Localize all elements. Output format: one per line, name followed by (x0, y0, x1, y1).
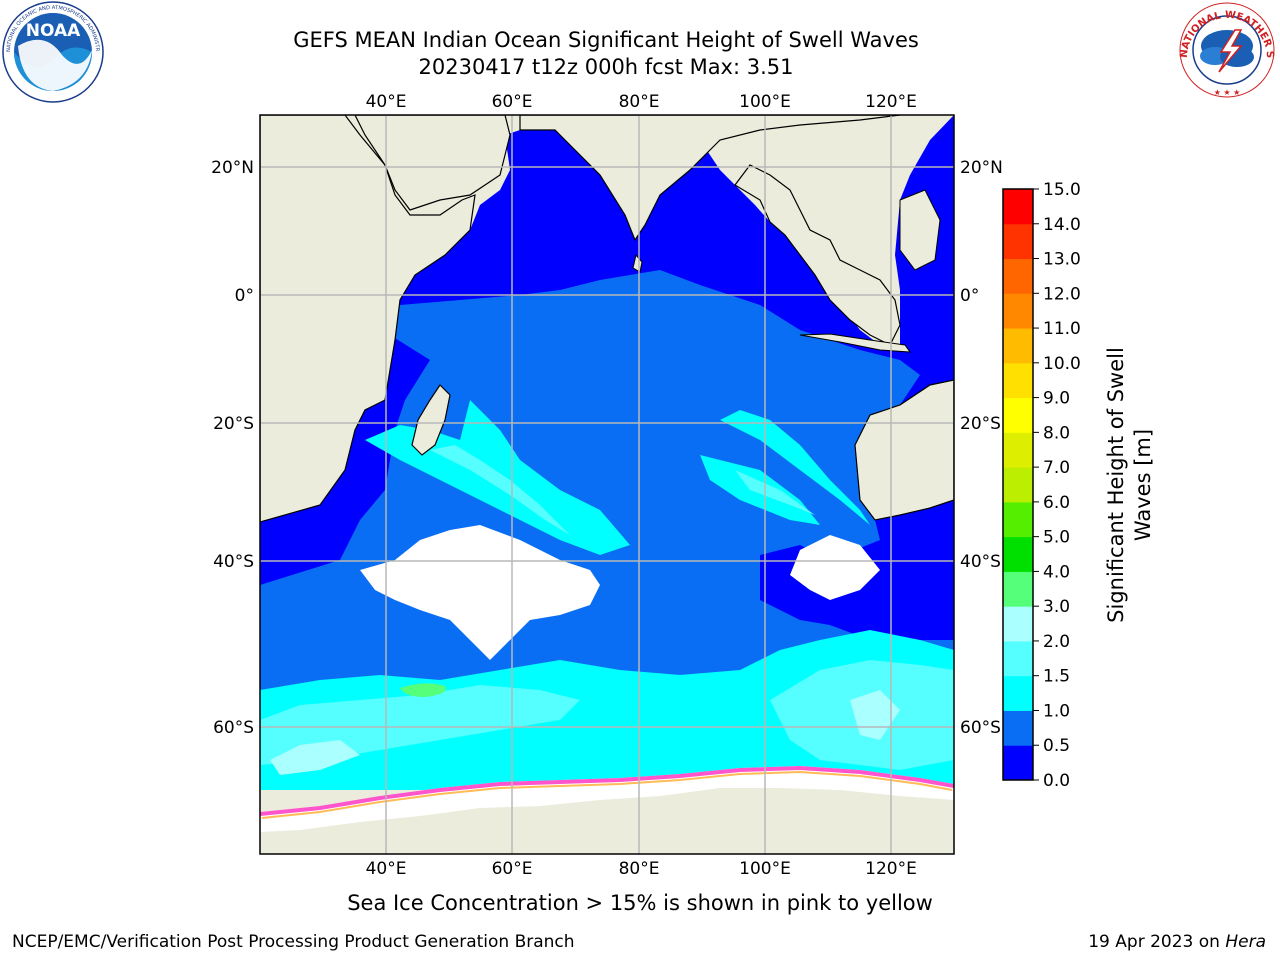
lon-ticks-top: 40°E 60°E 80°E 100°E 120°E (366, 92, 917, 112)
lat-tick: 20°S (960, 414, 1001, 434)
lat-tick: 40°S (213, 552, 254, 572)
map-frame (259, 114, 955, 855)
colorbar-tick-label: 11.0 (1043, 319, 1081, 339)
missing-data-area (360, 525, 600, 660)
max-swell-patch (400, 683, 446, 697)
colorbar-swatch (1003, 293, 1033, 329)
lon-ticks-bottom: 40°E 60°E 80°E 100°E 120°E (366, 859, 917, 879)
lon-tick: 120°E (865, 92, 917, 112)
lon-tick: 80°E (619, 92, 660, 112)
colorbar-tick-label: 13.0 (1043, 250, 1081, 270)
colorbar-swatch (1003, 432, 1033, 468)
colorbar-swatch (1003, 189, 1033, 225)
svg-text:★ ★ ★: ★ ★ ★ (1214, 88, 1241, 97)
colorbar-tick-label: 5.0 (1043, 528, 1070, 548)
colorbar (1002, 188, 1034, 781)
colorbar-tick-label: 8.0 (1043, 423, 1070, 443)
colorbar-swatch (1003, 258, 1033, 294)
madagascar (411, 384, 451, 456)
lon-tick: 60°E (492, 859, 533, 879)
colorbar-tick-label: 14.0 (1043, 215, 1081, 235)
colorbar-tick-label: 4.0 (1043, 562, 1070, 582)
lat-tick: 20°N (211, 158, 254, 178)
colorbar-tick-label: 6.0 (1043, 493, 1070, 513)
lat-tick: 40°S (960, 552, 1001, 572)
lat-tick: 20°N (960, 158, 1003, 178)
lon-tick: 60°E (492, 92, 533, 112)
lon-tick: 80°E (619, 859, 660, 879)
colorbar-tick-label: 3.0 (1043, 597, 1070, 617)
colorbar-tick-label: 0.5 (1043, 736, 1070, 756)
lat-tick: 20°S (213, 414, 254, 434)
host-name: Hera (1225, 932, 1266, 952)
colorbar-frame (1002, 188, 1034, 781)
nws-logo: NATIONAL WEATHER SERVICE ★ ★ ★ (1175, 0, 1275, 98)
colorbar-title-line1: Significant Height of Swell (1104, 347, 1128, 623)
colorbar-tick-label: 1.5 (1043, 667, 1070, 687)
lat-ticks-left: 20°N 0° 20°S 40°S 60°S (211, 158, 254, 738)
india (519, 115, 901, 242)
date: 19 Apr 2023 on (1088, 932, 1220, 952)
gridlines (260, 115, 954, 854)
colorbar-tick-label: 9.0 (1043, 389, 1070, 409)
colorbar-tick-label: 7.0 (1043, 458, 1070, 478)
lon-tick: 40°E (366, 859, 407, 879)
colorbar-swatch (1003, 675, 1033, 711)
noaa-logo-text: NOAA (26, 21, 81, 41)
colorbar-swatch (1003, 397, 1033, 433)
colorbar-swatch (1003, 745, 1033, 781)
sea-ice-edge (260, 765, 954, 816)
chart-subtitle: 20230417 t12z 000h fcst Max: 3.51 (418, 55, 794, 79)
colorbar-swatch (1003, 710, 1033, 746)
colorbar-title-line2: Waves [m] (1131, 429, 1155, 541)
colorbar-tick-label: 15.0 (1043, 180, 1081, 200)
southeast-asia (734, 164, 901, 346)
lon-tick: 40°E (366, 92, 407, 112)
lon-tick: 120°E (865, 859, 917, 879)
chart-title: GEFS MEAN Indian Ocean Significant Heigh… (293, 28, 919, 52)
lon-tick: 100°E (739, 92, 791, 112)
africa (260, 115, 476, 523)
lat-ticks-right: 20°N 0° 20°S 40°S 60°S (960, 158, 1003, 738)
colorbar-swatch (1003, 362, 1033, 399)
southern-swell-belt (260, 630, 954, 790)
colorbar-swatch (1003, 328, 1033, 364)
colorbar-tick-label: 0.0 (1043, 771, 1070, 791)
colorbar-swatch (1003, 501, 1033, 538)
colorbar-ticks: 0.0 0.5 1.0 1.5 2.0 3.0 4.0 5.0 6.0 7.0 8.0 9.0 10.0… (1033, 180, 1081, 791)
colorbar-swatch (1003, 571, 1033, 607)
colorbar-tick-label: 1.0 (1043, 701, 1070, 721)
arabia (354, 115, 511, 211)
lon-tick: 100°E (739, 859, 791, 879)
colorbar-swatch (1003, 606, 1033, 642)
lat-tick: 0° (960, 286, 979, 306)
colorbar-swatch (1003, 536, 1033, 572)
colorbar-tick-label: 10.0 (1043, 354, 1081, 374)
date-text: 19 Apr 2023 on Hera (1088, 932, 1266, 952)
colorbar-swatch (1003, 640, 1033, 677)
credit-text: NCEP/EMC/Verification Post Processing Pr… (12, 932, 575, 952)
colorbar-tick-label: 2.0 (1043, 632, 1070, 652)
colorbar-swatch (1003, 467, 1033, 503)
colorbar-swatch (1003, 223, 1033, 260)
colorbar-tick-label: 12.0 (1043, 284, 1081, 304)
lat-tick: 60°S (213, 718, 254, 738)
sea-ice-note: Sea Ice Concentration > 15% is shown in … (347, 891, 933, 915)
lat-tick: 60°S (960, 718, 1001, 738)
lat-tick: 0° (235, 286, 254, 306)
australia (854, 379, 954, 521)
noaa-logo: NOAA NATIONAL OCEANIC AND ATMOSPHERIC AD… (0, 0, 104, 103)
map-canvas (260, 115, 954, 854)
